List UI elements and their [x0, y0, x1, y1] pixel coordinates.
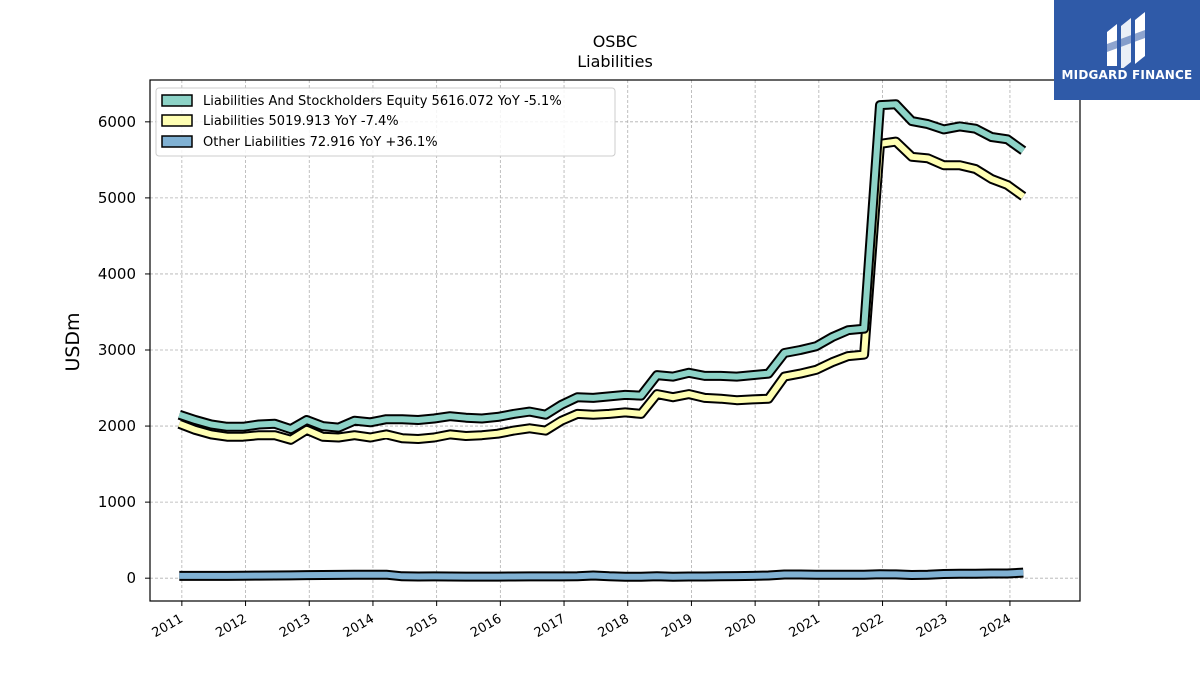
chart-title: OSBC [593, 32, 638, 51]
x-tick-label: 2024 [978, 611, 1014, 641]
x-tick-label: 2012 [213, 611, 249, 641]
legend-label: Other Liabilities 72.916 YoY +36.1% [203, 135, 438, 150]
legend-swatch [161, 94, 193, 107]
series-lines [177, 99, 1027, 582]
x-tick-label: 2015 [404, 611, 440, 641]
x-tick-label: 2019 [659, 611, 695, 641]
legend-swatch [161, 114, 193, 127]
series-line [179, 569, 1024, 580]
legend-label: Liabilities 5019.913 YoY -7.4% [203, 114, 399, 129]
x-tick-label: 2011 [150, 611, 186, 641]
x-tick-label: 2014 [341, 611, 377, 641]
legend-label: Liabilities And Stockholders Equity 5616… [203, 94, 562, 109]
x-tick-label: 2017 [532, 611, 568, 641]
x-tick-label: 2022 [850, 611, 886, 641]
x-tick-label: 2020 [723, 611, 759, 641]
x-tick-label: 2023 [914, 611, 950, 641]
series-line [178, 138, 1026, 443]
y-tick-label: 5000 [98, 189, 136, 207]
y-tick-label: 0 [126, 569, 136, 587]
series-line [178, 101, 1026, 433]
y-tick-label: 3000 [98, 341, 136, 359]
midgard-logo-icon [1107, 12, 1145, 68]
y-tick-label: 6000 [98, 113, 136, 131]
y-tick-label: 1000 [98, 493, 136, 511]
brand-logo: MIDGARD FINANCE [1054, 0, 1200, 100]
legend-swatch [161, 135, 193, 148]
x-tick-label: 2013 [277, 611, 313, 641]
brand-name: MIDGARD FINANCE [1061, 68, 1193, 82]
x-tick-label: 2021 [787, 611, 823, 641]
y-axis-label: USDm [62, 312, 84, 371]
legend: Liabilities And Stockholders Equity 5616… [155, 87, 616, 157]
x-tick-label: 2016 [468, 611, 504, 641]
plot-frame [149, 79, 1081, 602]
chart-subtitle: Liabilities [577, 52, 653, 71]
y-tick-label: 4000 [98, 265, 136, 283]
x-tick-label: 2018 [596, 611, 632, 641]
grid [150, 80, 1080, 601]
y-tick-label: 2000 [98, 417, 136, 435]
